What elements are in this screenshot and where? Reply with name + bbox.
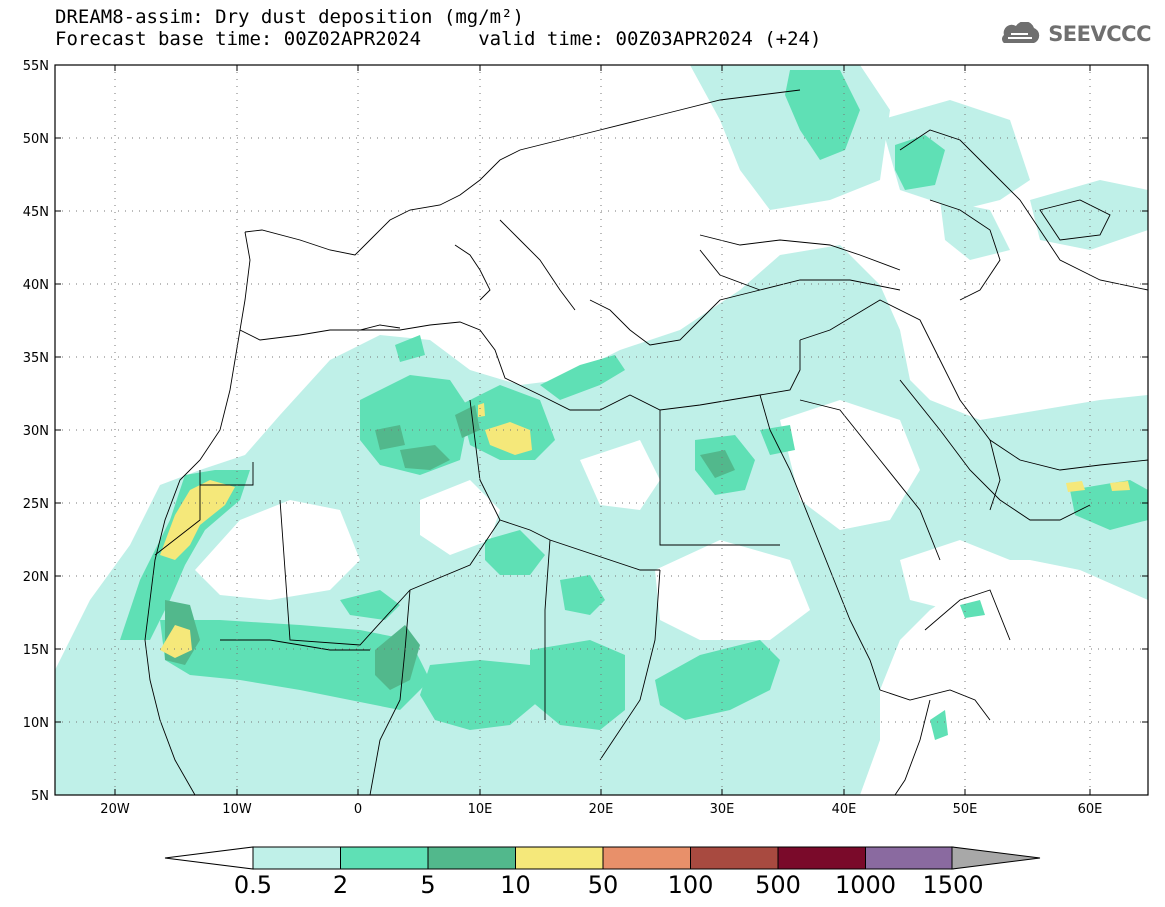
lat-tick-label: 30N	[23, 424, 49, 439]
colorbar-label: 0.5	[234, 871, 272, 899]
axis-ticks: 20W 10W 0 10E 20E 30E 40E 50E 60E 55N 50N 45N 40N 35N…	[23, 59, 1148, 817]
lat-tick-label: 25N	[23, 497, 49, 512]
colorbar-label: 1500	[922, 871, 983, 899]
forecast-time-line: Forecast base time: 00Z02APR2024 valid t…	[55, 28, 822, 50]
lon-tick-label: 0	[354, 802, 362, 817]
lat-tick-label: 15N	[23, 643, 49, 658]
lat-tick-label: 50N	[23, 132, 49, 147]
lon-tick-label: 20E	[589, 802, 614, 817]
cloud-icon	[1002, 22, 1040, 43]
colorbar-box	[865, 846, 954, 870]
chart-title: DREAM8-assim: Dry dust deposition (mg/m²…	[55, 6, 524, 28]
lon-tick-label: 50E	[953, 802, 978, 817]
colorbar-label: 5	[420, 871, 435, 899]
colorbar-label: 10	[500, 871, 531, 899]
lat-tick-label: 40N	[23, 278, 49, 293]
colorbar-label: 1000	[835, 871, 896, 899]
lon-tick-label: 40E	[832, 802, 857, 817]
level-10-shading	[160, 403, 1130, 658]
colorbar-label: 50	[588, 871, 619, 899]
lon-tick-label: 10W	[222, 802, 252, 817]
coastlines-and-borders	[144, 89, 1148, 795]
logo-text: SEEVCCC	[1048, 22, 1151, 46]
clear-areas	[195, 400, 1010, 640]
colorbar-over-triangle	[951, 846, 1041, 870]
colorbar-label: 2	[333, 871, 348, 899]
colorbar-under-triangle	[164, 846, 254, 870]
colorbar-box	[252, 846, 341, 870]
lat-lon-gridlines	[55, 65, 1148, 795]
lon-tick-label: 20W	[100, 802, 130, 817]
colorbar-box	[777, 846, 866, 870]
colorbar-box	[690, 846, 779, 870]
lat-tick-label: 20N	[23, 570, 49, 585]
lat-tick-label: 55N	[23, 59, 49, 74]
lat-tick-label: 35N	[23, 351, 49, 366]
lat-tick-label: 5N	[31, 789, 49, 804]
colorbar-box	[427, 846, 516, 870]
colorbar-label: 500	[755, 871, 801, 899]
colorbar-label: 100	[668, 871, 714, 899]
colorbar-box	[340, 846, 429, 870]
lon-tick-label: 60E	[1078, 802, 1103, 817]
colorbar-box	[515, 846, 604, 870]
lat-tick-label: 45N	[23, 205, 49, 220]
lon-tick-label: 30E	[710, 802, 735, 817]
lon-tick-label: 10E	[468, 802, 493, 817]
colorbar: 0.5 2 5 10 50 100 500 1000 1500	[164, 846, 1041, 899]
level-2-shading	[120, 70, 1148, 740]
colorbar-box	[602, 846, 691, 870]
lat-tick-label: 10N	[23, 716, 49, 731]
seevccc-logo: SEEVCCC	[998, 22, 1151, 46]
